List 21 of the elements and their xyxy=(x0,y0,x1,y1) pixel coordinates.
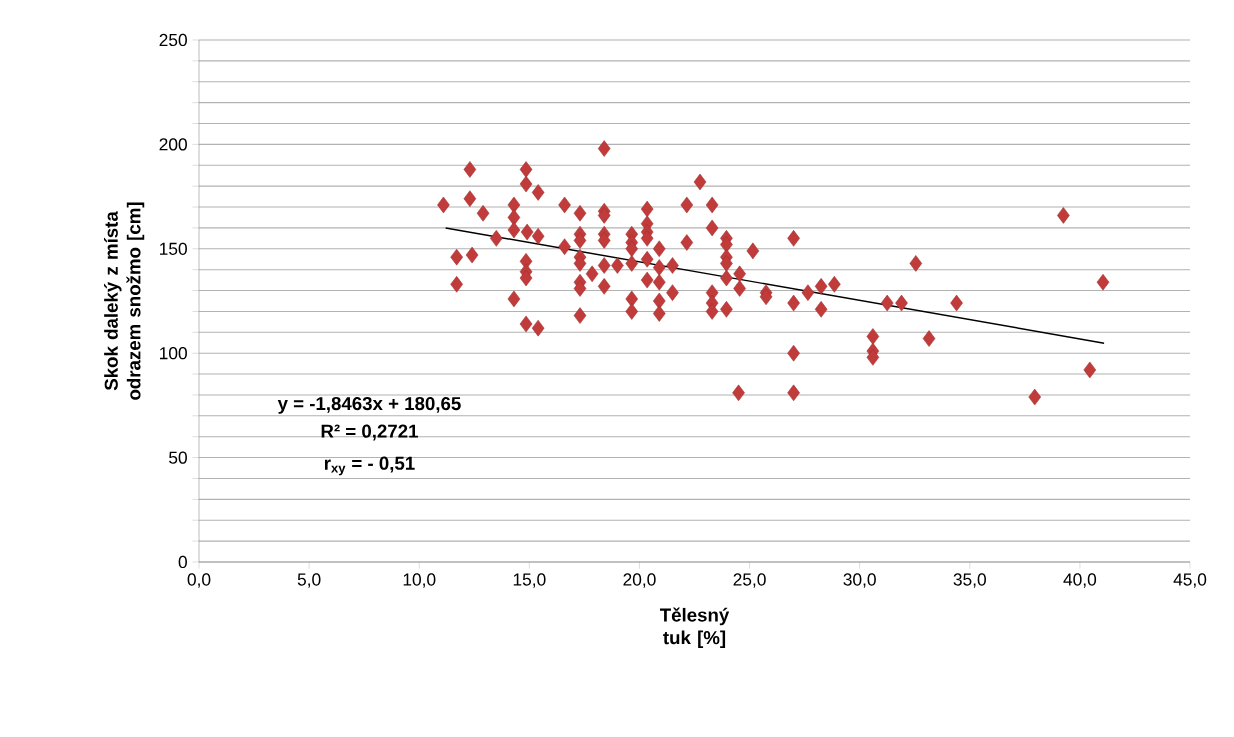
y-tick-label: 50 xyxy=(169,451,187,464)
y-tick-label: 0 xyxy=(178,555,187,569)
x-tick-label: 20,0 xyxy=(623,573,656,588)
x-tick-label: 5,0 xyxy=(297,573,321,588)
y-tick-label: 100 xyxy=(160,347,187,360)
y-tick-label: 250 xyxy=(159,33,187,47)
x-tick-label: 15,0 xyxy=(513,573,546,588)
x-tick-label: 10,0 xyxy=(403,573,436,588)
x-tick-label: 40,0 xyxy=(1063,573,1097,588)
x-tick-label: 25,0 xyxy=(733,573,766,588)
annotation: R² = 0,2721 xyxy=(321,424,418,441)
y-tick-label: 200 xyxy=(159,138,187,151)
annotation: r$_{xy}$ = - 0,51 xyxy=(324,456,415,476)
x-tick-label: 35,0 xyxy=(953,573,986,588)
x-tick-label: 0,0 xyxy=(187,573,211,588)
x-axis-title: Tělesný tuk [%] xyxy=(659,607,730,648)
x-tick-label: 45,0 xyxy=(1173,573,1207,588)
y-tick-label: 150 xyxy=(160,242,187,255)
annotation: y = -1,8463x + 180,65 xyxy=(277,396,461,414)
y-axis-title: Skok daleký z místa odrazem snožmo [cm] xyxy=(103,202,145,400)
x-tick-label: 30,0 xyxy=(843,573,876,588)
